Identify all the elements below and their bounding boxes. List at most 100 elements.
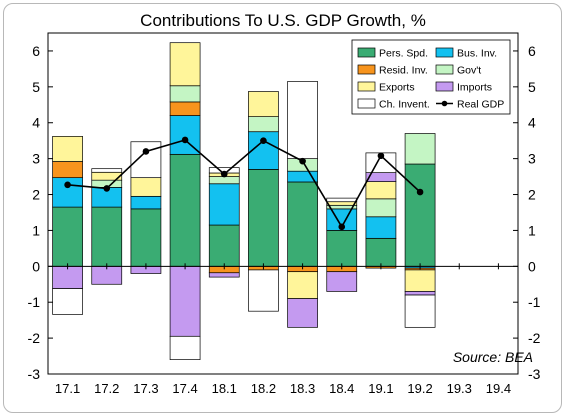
bar-ch_invent-19-2 [404, 294, 436, 328]
legend-label-resid_inv: Resid. Inv. [379, 65, 428, 77]
bar-imports-17-4 [169, 265, 201, 337]
y-tick-label-left: -1 [28, 294, 41, 310]
legend-swatch-imports [435, 81, 454, 92]
legend-label-bus_inv: Bus. Inv. [457, 48, 497, 60]
bar-pers_spd-17-4 [169, 153, 201, 267]
bar-bus_inv-17-3 [130, 195, 162, 210]
y-tick-label-left: 0 [32, 258, 40, 274]
bar-pers_spd-17-2 [91, 206, 123, 267]
bar-ch_invent-17-2 [91, 168, 123, 173]
y-tick-label-left: 4 [32, 115, 40, 131]
bar-govt-18-2 [248, 116, 279, 133]
x-tick-label: 19.4 [486, 381, 511, 396]
x-tick-label: 17.1 [55, 381, 80, 396]
bar-exports-18-4 [326, 201, 358, 206]
bar-ch_invent-17-4 [169, 335, 201, 360]
bar-pers_spd-18-3 [287, 181, 318, 267]
y-tick-label-left: 5 [32, 79, 40, 95]
legend-label-imports: Imports [457, 82, 492, 94]
legend-label-exports: Exports [379, 82, 415, 94]
bar-imports-19-2 [404, 291, 436, 296]
real-gdp-point [260, 137, 267, 144]
source-note: Source: BEA [453, 349, 533, 365]
legend-label-govt: Gov't [457, 65, 481, 77]
real-gdp-point [377, 152, 385, 160]
bar-pers_spd-19-1 [365, 237, 397, 267]
x-tick-label: 19.3 [447, 381, 472, 396]
legend-label-pers_spd: Pers. Spd. [379, 48, 428, 60]
real-gdp-point [299, 157, 306, 165]
bar-bus_inv-18-1 [208, 183, 240, 226]
bar-ch_invent-18-3 [287, 81, 318, 159]
real-gdp-point [181, 136, 189, 144]
bar-exports-18-2 [248, 91, 279, 117]
bar-govt-19-1 [365, 198, 397, 218]
legend-label-ch_invent: Ch. Invent. [379, 99, 430, 111]
x-tick-label: 19.2 [407, 381, 432, 396]
y-tick-label-right: 1 [528, 222, 536, 238]
real-gdp-line [64, 136, 424, 231]
bar-imports-18-4 [326, 271, 358, 292]
y-tick-label-right: -1 [528, 294, 541, 310]
x-tick-label: 17.3 [133, 381, 158, 396]
legend: Pers. Spd. Bus. Inv. Resid. Inv. Gov't Expor… [351, 39, 511, 115]
real-gdp-point [416, 188, 424, 196]
bar-ch_invent-18-2 [248, 269, 279, 312]
y-tick-label-left: 3 [32, 151, 40, 167]
legend-swatch-exports [357, 81, 376, 92]
bar-pers_spd-18-1 [208, 224, 240, 267]
bar-exports-19-2 [404, 269, 436, 292]
bar-imports-18-1 [208, 272, 240, 278]
x-tick-label: 17.4 [172, 381, 197, 396]
x-tick-label: 19.1 [368, 381, 393, 396]
bar-govt-17-4 [169, 85, 201, 103]
axes: -3 -3 -2 -2 -1 -1 0 0 1 1 2 2 3 3 4 4 5 5 6 6 17.1 17.2 17.3 17… [28, 43, 541, 396]
y-tick-label-left: 6 [32, 43, 40, 59]
bar-pers_spd-18-2 [248, 169, 279, 267]
legend-swatch-ch_invent [357, 98, 376, 109]
y-tick-label-right: 4 [528, 115, 536, 131]
x-tick-label: 17.2 [94, 381, 119, 396]
y-tick-label-left: -2 [28, 330, 41, 346]
x-tick-label: 18.4 [329, 381, 354, 396]
y-tick-label-right: -3 [528, 366, 541, 382]
bar-ch_invent-18-4 [326, 197, 358, 203]
bar-exports-17-1 [52, 136, 83, 162]
legend-label-real_gdp: Real GDP [457, 99, 504, 111]
y-tick-label-right: 6 [528, 43, 536, 59]
legend-box [351, 39, 511, 115]
y-tick-label-left: 1 [32, 222, 40, 238]
real-gdp-point [220, 170, 228, 178]
legend-swatch-bus_inv [435, 47, 454, 58]
bar-ch_invent-17-3 [130, 141, 162, 178]
legend-swatch-marker [441, 100, 448, 107]
bar-imports-18-3 [287, 298, 318, 328]
bar-exports-17-4 [169, 42, 201, 87]
y-tick-label-right: 2 [528, 187, 536, 203]
real-gdp-point [142, 148, 150, 155]
x-tick-label: 18.1 [212, 381, 237, 396]
bar-exports-18-3 [287, 271, 318, 299]
chart-title: Contributions To U.S. GDP Growth, % [140, 11, 426, 30]
legend-swatch-pers_spd [357, 47, 376, 58]
bar-govt-18-1 [208, 176, 240, 185]
y-tick-label-left: -3 [28, 366, 41, 382]
bar-pers_spd-17-1 [52, 206, 83, 267]
y-tick-label-right: 3 [528, 151, 536, 167]
real-gdp-point [64, 181, 71, 189]
y-tick-label-right: 5 [528, 79, 536, 95]
y-tick-label-left: 2 [32, 187, 40, 203]
bar-resid_inv-17-4 [169, 101, 201, 116]
bar-bus_inv-18-3 [287, 170, 318, 183]
bar-govt-19-2 [404, 133, 436, 165]
bar-bus_inv-17-1 [52, 177, 83, 208]
y-tick-label-right: -2 [528, 330, 541, 346]
bar-pers_spd-17-3 [130, 208, 162, 267]
y-tick-label-right: 0 [528, 258, 536, 274]
x-tick-label: 18.3 [290, 381, 315, 396]
bar-pers_spd-19-2 [404, 163, 436, 267]
bar-imports-17-1 [52, 265, 83, 289]
bar-resid_inv-17-1 [52, 161, 83, 178]
legend-swatch-govt [435, 64, 454, 75]
